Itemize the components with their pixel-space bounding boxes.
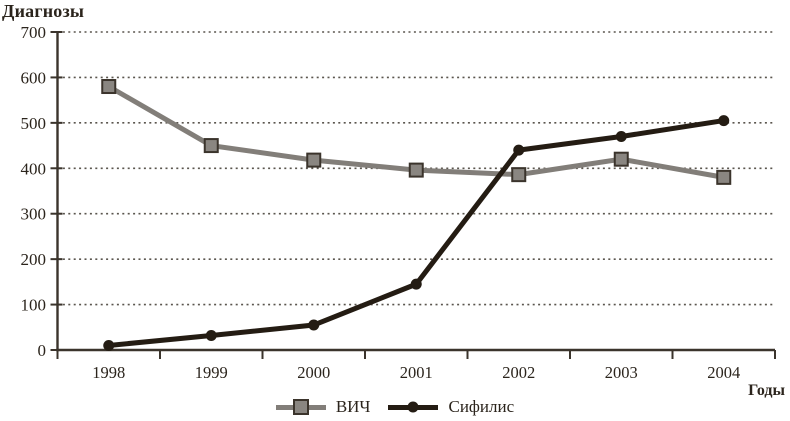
- y-tick-label: 300: [21, 205, 47, 224]
- legend-item-hiv: ВИЧ: [275, 397, 371, 417]
- legend: ВИЧ Сифилис: [0, 397, 790, 417]
- data-point-square: [613, 151, 629, 167]
- x-tick-label: 1998: [92, 363, 125, 382]
- x-axis-title: Годы: [748, 382, 785, 399]
- data-point-circle: [615, 130, 627, 142]
- hiv-square-marker-icon: [292, 399, 309, 415]
- x-tick-label: 2002: [502, 363, 535, 382]
- y-tick-label: 0: [38, 341, 47, 360]
- syphilis-series-swatch: [388, 399, 439, 416]
- legend-item-syphilis: Сифилис: [388, 397, 514, 417]
- legend-label-hiv: ВИЧ: [335, 397, 371, 416]
- series-line-1: [108, 118, 725, 348]
- data-point-square: [306, 152, 322, 168]
- y-tick-label: 400: [21, 159, 47, 178]
- y-tick-label: 700: [21, 23, 47, 42]
- data-point-square: [408, 162, 424, 178]
- data-point-square: [716, 169, 732, 185]
- data-point-circle: [410, 278, 422, 290]
- data-point-square: [511, 167, 527, 183]
- syphilis-circle-marker-icon: [407, 401, 419, 413]
- y-tick-label: 600: [21, 68, 47, 87]
- x-tick-label: 2001: [400, 363, 433, 382]
- y-tick-label: 200: [21, 250, 47, 269]
- data-point-square: [101, 79, 117, 95]
- data-point-circle: [718, 115, 730, 127]
- data-point-circle: [308, 319, 320, 331]
- x-tick-label: 2000: [297, 363, 330, 382]
- data-point-square: [203, 138, 219, 154]
- legend-label-syphilis: Сифилис: [448, 397, 515, 416]
- data-point-circle: [205, 329, 217, 341]
- x-tick-label: 2003: [605, 363, 638, 382]
- x-tick-label: 2004: [707, 363, 740, 382]
- y-tick-label: 500: [21, 114, 47, 133]
- x-tick-label: 1999: [195, 363, 228, 382]
- data-point-circle: [513, 144, 525, 156]
- data-point-circle: [103, 339, 115, 351]
- y-tick-label: 100: [21, 296, 47, 315]
- hiv-series-swatch: [275, 399, 326, 416]
- y-axis-title: Диагнозы: [2, 1, 85, 21]
